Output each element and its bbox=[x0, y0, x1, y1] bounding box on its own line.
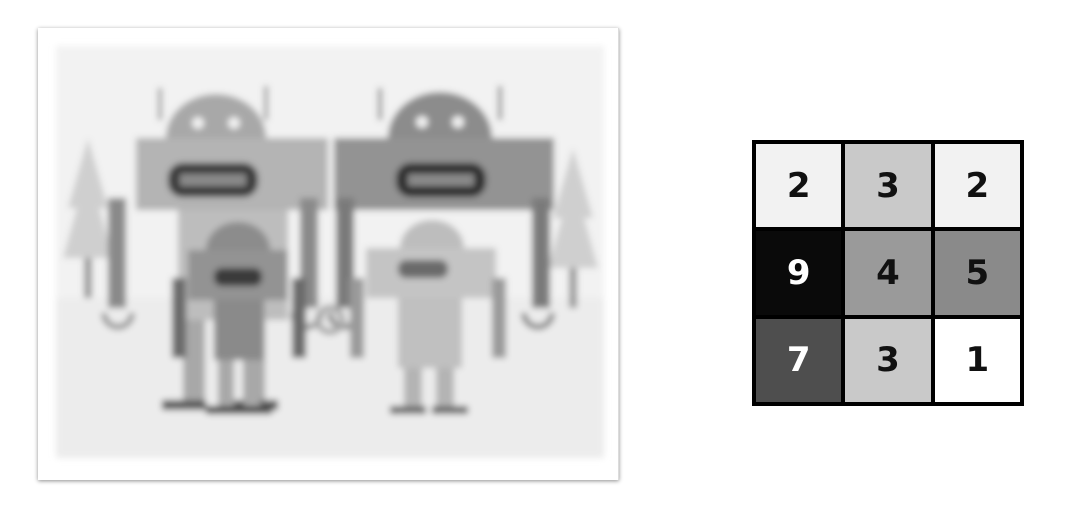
robot-small-left bbox=[172, 222, 306, 414]
tree-left bbox=[63, 138, 113, 298]
robots-image bbox=[38, 28, 619, 480]
kernel-cell: 2 bbox=[934, 144, 1020, 228]
kernel-cell: 4 bbox=[845, 231, 931, 315]
robots-illustration bbox=[56, 46, 604, 458]
tree-right bbox=[548, 148, 598, 308]
robot-right bbox=[327, 86, 555, 330]
kernel-cell: 3 bbox=[845, 318, 931, 402]
kernel-cell: 5 bbox=[934, 231, 1020, 315]
robot-small-right bbox=[315, 220, 506, 414]
kernel-cell: 2 bbox=[756, 144, 842, 228]
kernel-cell: 9 bbox=[756, 231, 842, 315]
kernel-cell: 3 bbox=[845, 144, 931, 228]
kernel-cell: 7 bbox=[756, 318, 842, 402]
kernel-cell: 1 bbox=[934, 318, 1020, 402]
